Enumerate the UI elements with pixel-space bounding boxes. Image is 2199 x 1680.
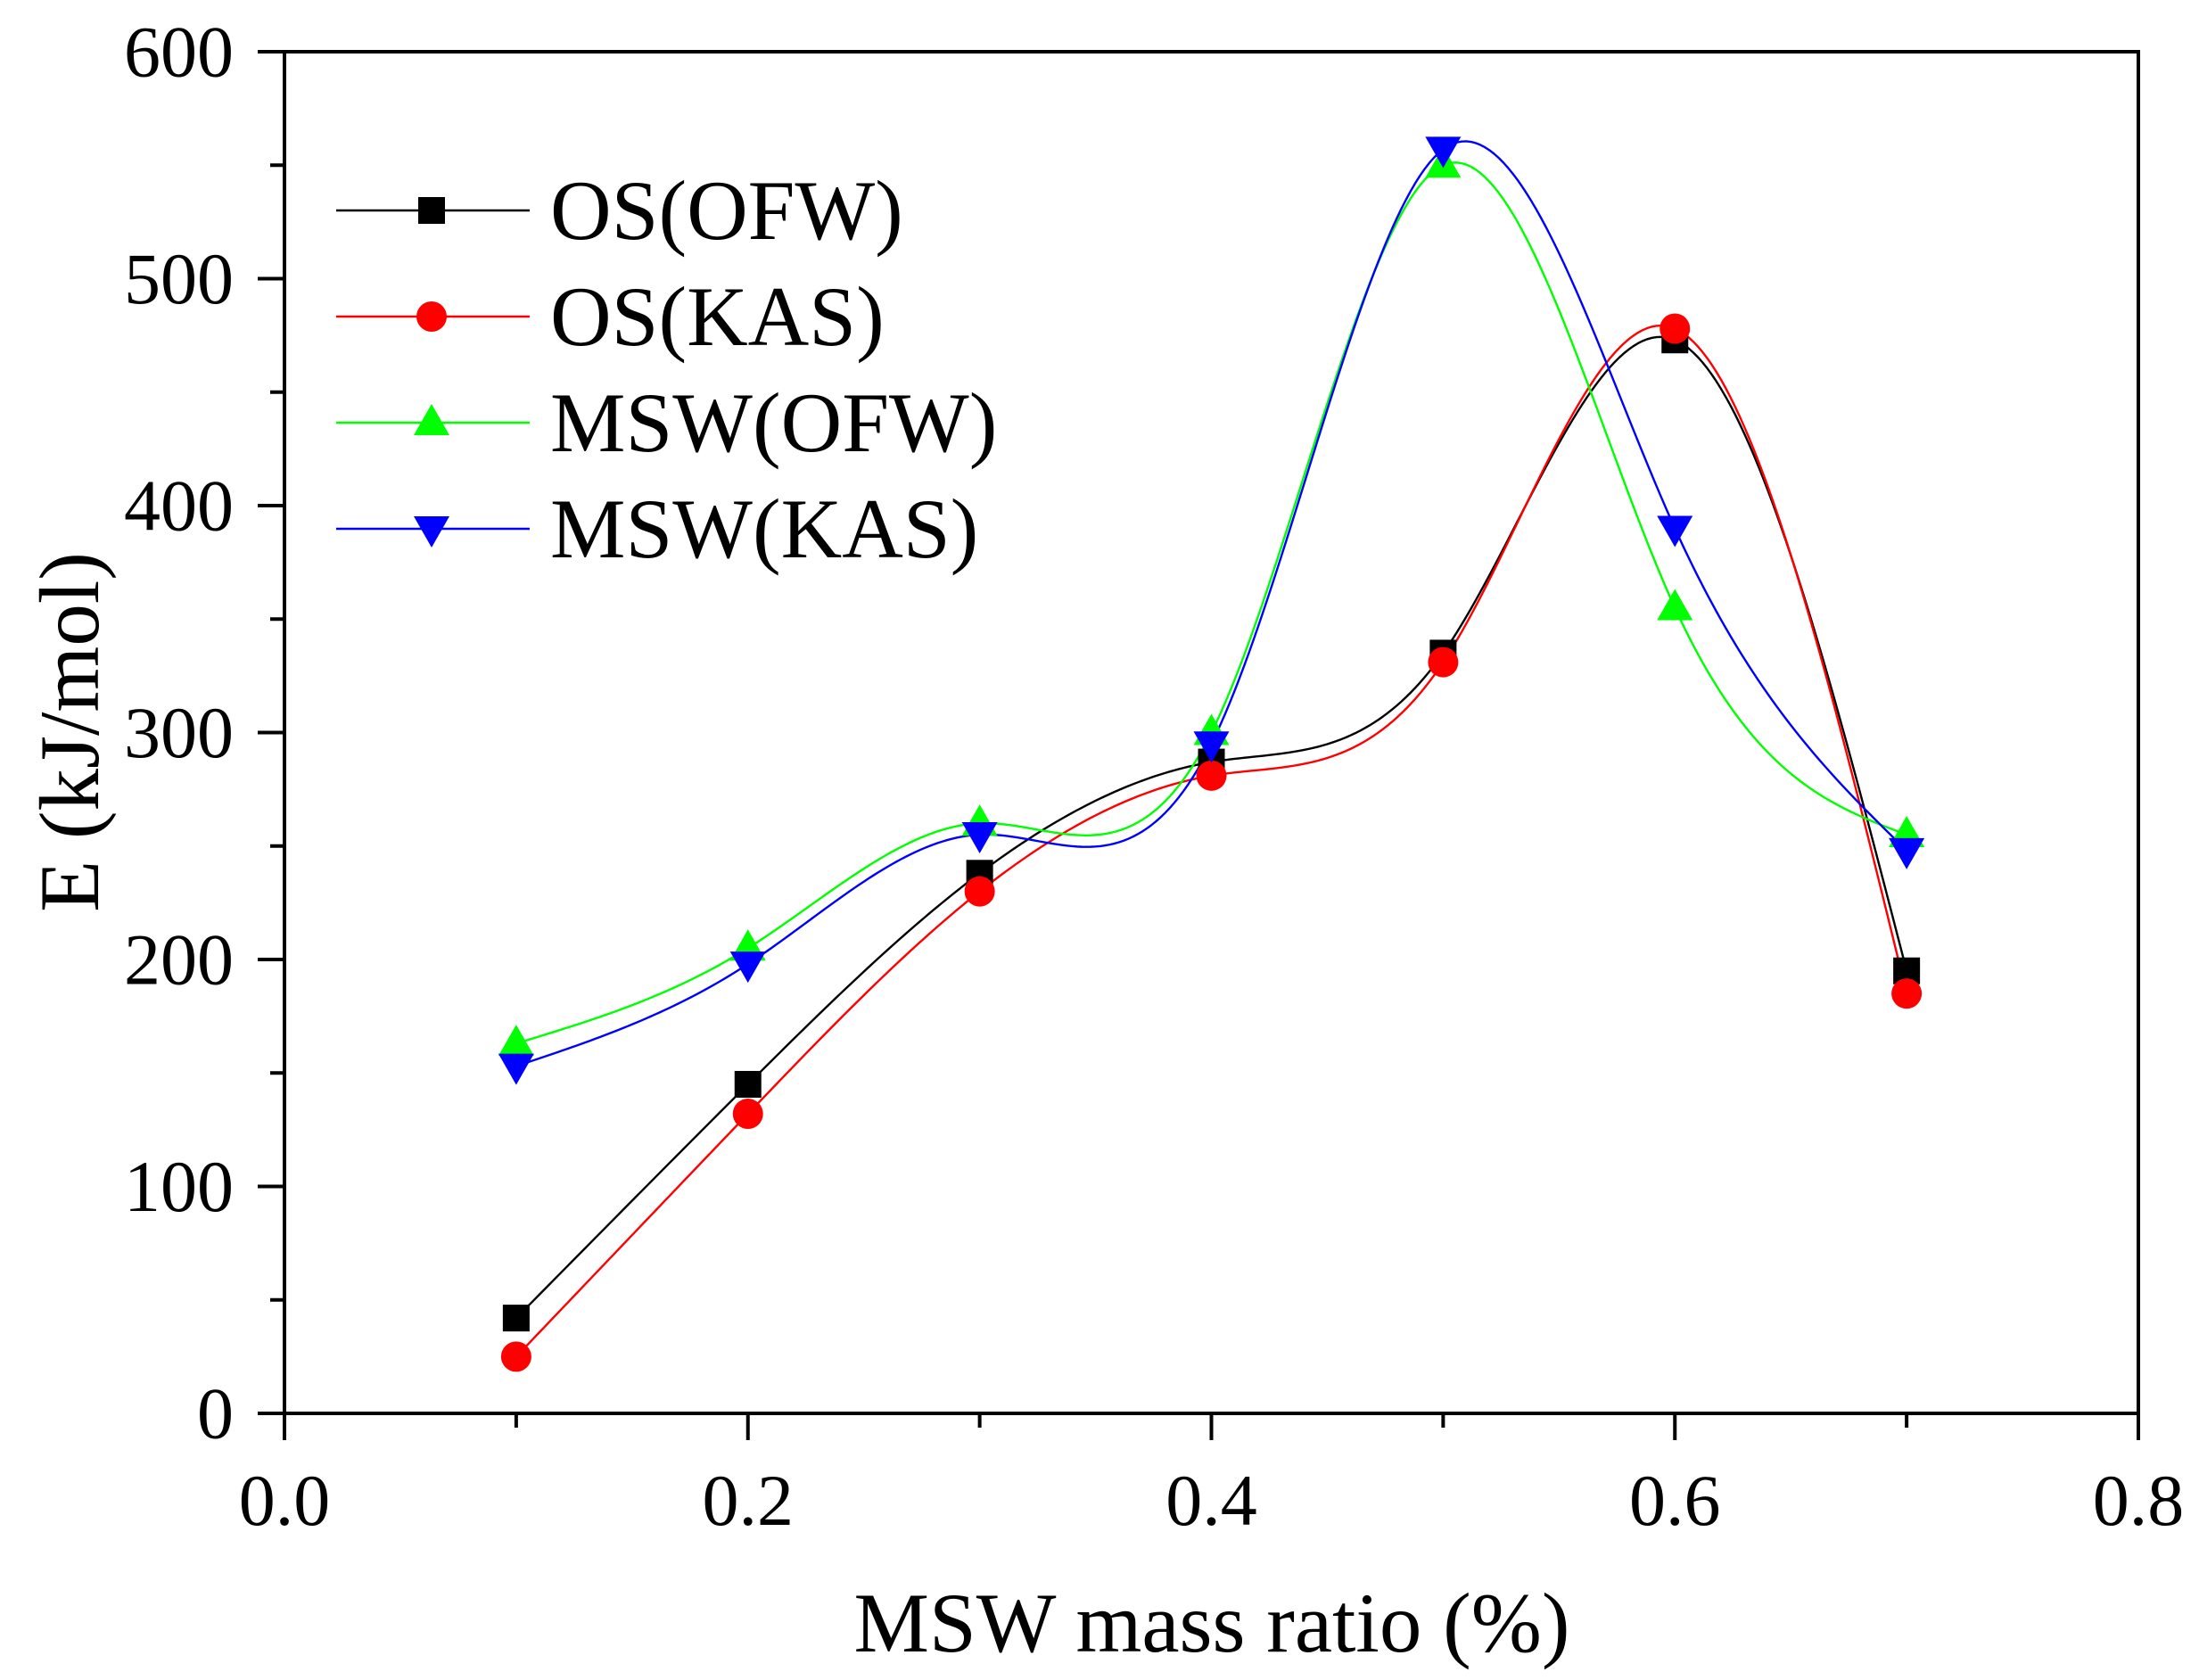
axis-ticks — [258, 50, 2140, 1440]
y-tick-label: 600 — [124, 12, 234, 93]
y-axis-title: E (kJ/mol) — [22, 552, 117, 912]
x-tick-label: 0.4 — [1165, 1460, 1257, 1541]
y-tick-label: 400 — [124, 465, 234, 547]
data-point-os-kas — [1660, 313, 1691, 344]
plot-frame — [283, 50, 2140, 1415]
legend-item-msw-ofw: MSW(OFW) — [336, 375, 997, 470]
data-point-os-ofw — [734, 1070, 762, 1098]
y-tick-label: 0 — [197, 1373, 234, 1454]
data-point-os-kas — [1891, 978, 1923, 1009]
legend-marker — [416, 301, 447, 332]
legend-marker — [414, 516, 449, 548]
data-point-msw-kas — [1193, 731, 1230, 763]
legend-item-os-kas: OS(KAS) — [336, 269, 885, 364]
x-tick-label: 0.8 — [2093, 1460, 2185, 1541]
y-tick-label: 100 — [124, 1146, 234, 1227]
x-tick-label: 0.2 — [703, 1460, 795, 1541]
data-point-msw-ofw — [498, 1025, 534, 1057]
legend-label: MSW(OFW) — [550, 375, 997, 470]
data-point-os-ofw — [502, 1305, 530, 1332]
series-markers — [498, 136, 1925, 1372]
legend-item-msw-kas: MSW(KAS) — [336, 482, 978, 576]
legend-label: OS(KAS) — [550, 269, 885, 364]
data-point-msw-kas — [961, 822, 998, 854]
x-tick-label: 0.0 — [239, 1460, 331, 1541]
data-point-os-kas — [1428, 646, 1459, 678]
data-point-os-kas — [964, 876, 995, 907]
data-point-msw-ofw — [1657, 589, 1693, 621]
data-point-msw-kas — [729, 951, 766, 984]
legend-label: OS(OFW) — [550, 163, 903, 258]
legend-label: MSW(KAS) — [550, 482, 978, 576]
data-point-os-kas — [1196, 760, 1227, 791]
y-tick-label: 300 — [124, 692, 234, 773]
data-point-msw-kas — [1425, 136, 1462, 169]
y-tick-label: 200 — [124, 919, 234, 1001]
legend: OS(OFW) OS(KAS) MSW(OFW) MSW(KAS) — [336, 163, 997, 576]
legend-marker — [414, 404, 449, 435]
x-axis-title: MSW mass ratio (%) — [853, 1576, 1569, 1670]
series-line-os-kas — [515, 324, 1908, 1358]
data-point-msw-kas — [1889, 837, 1925, 869]
data-point-os-kas — [500, 1341, 531, 1372]
legend-marker — [418, 197, 445, 224]
axis-tick-labels: 0 100 200 300 400 500 600 0.0 0.2 0.4 0.6 0.8 — [124, 12, 2184, 1542]
data-point-msw-kas — [498, 1053, 534, 1085]
data-point-msw-kas — [1657, 515, 1693, 548]
y-tick-label: 500 — [124, 238, 234, 319]
x-tick-label: 0.6 — [1629, 1460, 1721, 1541]
legend-item-os-ofw: OS(OFW) — [336, 163, 903, 258]
data-point-os-kas — [732, 1099, 763, 1130]
